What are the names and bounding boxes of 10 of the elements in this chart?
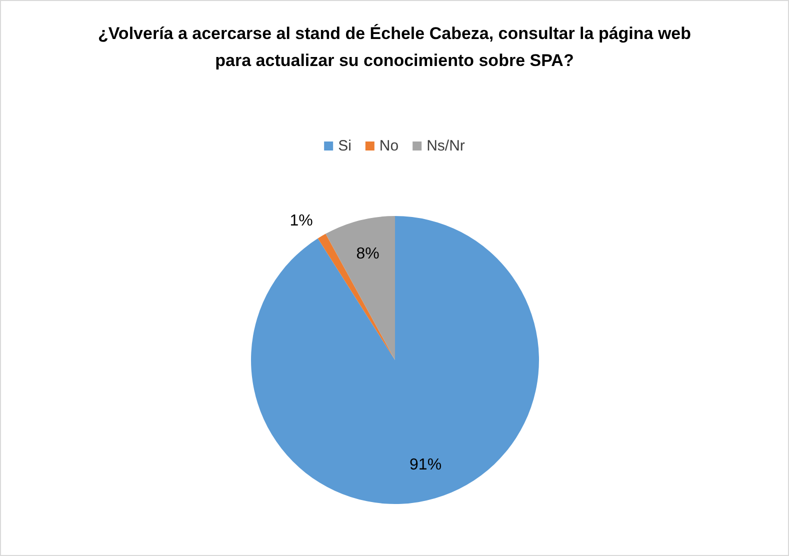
pie-slice [251, 216, 539, 504]
data-label: 1% [290, 212, 313, 230]
legend-label: No [379, 138, 399, 154]
pie-slice [326, 216, 395, 360]
chart-title: ¿Volvería a acercarse al stand de Échele Cabeza, consultar la página web para actualizar su conocimiento sobre SPA? [98, 23, 692, 70]
legend-label: Si [338, 138, 352, 154]
pie-slice [318, 234, 395, 360]
legend-label: Ns/Nr [426, 138, 465, 154]
data-label: 91% [410, 456, 442, 474]
data-label: 8% [356, 246, 380, 262]
